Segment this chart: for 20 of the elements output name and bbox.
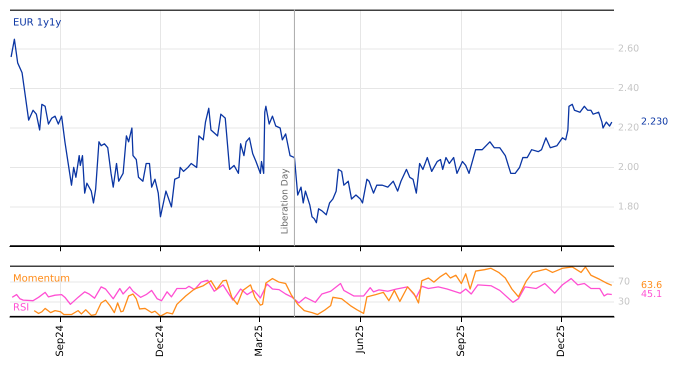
y-tick-label: 1.80 <box>618 201 640 212</box>
x-tick-label: Dec24 <box>155 325 166 358</box>
y-tick-label: 30 <box>618 296 630 308</box>
text: 63.6 <box>641 280 662 291</box>
text: 45.1 <box>641 289 662 300</box>
y-tick-label: 2.40 <box>618 83 640 94</box>
text: Momentum <box>13 273 70 284</box>
x-tick-label: Mar25 <box>254 325 265 357</box>
series-label: EUR 1y1y <box>13 17 62 28</box>
y-tick-label: 70 <box>618 276 630 288</box>
ref-line-label: Liberation Day <box>280 168 290 234</box>
y-tick-label: 2.20 <box>618 122 640 134</box>
text: 2.230 <box>641 116 668 128</box>
x-tick-label: Sep25 <box>456 325 467 357</box>
x-tick-label: Jun25 <box>354 325 366 354</box>
x-tick-label: Sep24 <box>55 325 66 357</box>
x-tick-label: Dec25 <box>556 325 567 358</box>
series-label: RSI <box>13 302 30 314</box>
y-tick-label: 2.00 <box>618 162 640 173</box>
y-tick-label: 2.60 <box>618 44 640 55</box>
